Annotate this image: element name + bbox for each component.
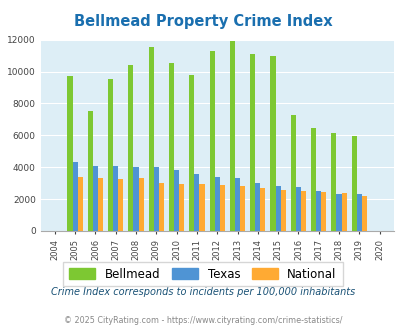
Bar — [290, 115, 295, 231]
Bar — [98, 178, 103, 231]
Bar — [108, 79, 113, 231]
Bar — [320, 192, 326, 231]
Bar — [118, 179, 123, 231]
Bar — [194, 174, 199, 231]
Bar — [72, 162, 77, 231]
Bar — [179, 184, 184, 231]
Text: © 2025 CityRating.com - https://www.cityrating.com/crime-statistics/: © 2025 CityRating.com - https://www.city… — [64, 315, 341, 325]
Bar — [133, 167, 138, 231]
Bar — [336, 194, 341, 231]
Bar — [214, 177, 219, 231]
Bar — [361, 196, 366, 231]
Legend: Bellmead, Texas, National: Bellmead, Texas, National — [63, 262, 342, 286]
Bar — [234, 178, 239, 231]
Bar — [168, 63, 174, 231]
Bar — [148, 47, 153, 231]
Bar — [153, 167, 158, 231]
Bar — [239, 185, 245, 231]
Bar — [219, 185, 224, 231]
Bar — [255, 183, 260, 231]
Text: Crime Index corresponds to incidents per 100,000 inhabitants: Crime Index corresponds to incidents per… — [51, 287, 354, 297]
Bar — [300, 191, 305, 231]
Bar — [138, 178, 143, 231]
Bar — [229, 41, 234, 231]
Bar — [270, 55, 275, 231]
Bar — [199, 184, 204, 231]
Bar — [93, 166, 98, 231]
Bar — [209, 51, 214, 231]
Bar — [128, 65, 133, 231]
Bar — [113, 166, 118, 231]
Bar — [315, 191, 320, 231]
Bar — [351, 136, 356, 231]
Bar — [275, 185, 280, 231]
Bar — [295, 187, 300, 231]
Bar — [77, 177, 83, 231]
Bar — [260, 188, 265, 231]
Bar — [280, 190, 285, 231]
Bar — [87, 112, 93, 231]
Text: Bellmead Property Crime Index: Bellmead Property Crime Index — [73, 14, 332, 29]
Bar — [356, 193, 361, 231]
Bar — [189, 75, 194, 231]
Bar — [158, 183, 164, 231]
Bar — [341, 193, 346, 231]
Bar — [310, 128, 315, 231]
Bar — [174, 170, 179, 231]
Bar — [249, 54, 255, 231]
Bar — [67, 76, 72, 231]
Bar — [330, 133, 336, 231]
